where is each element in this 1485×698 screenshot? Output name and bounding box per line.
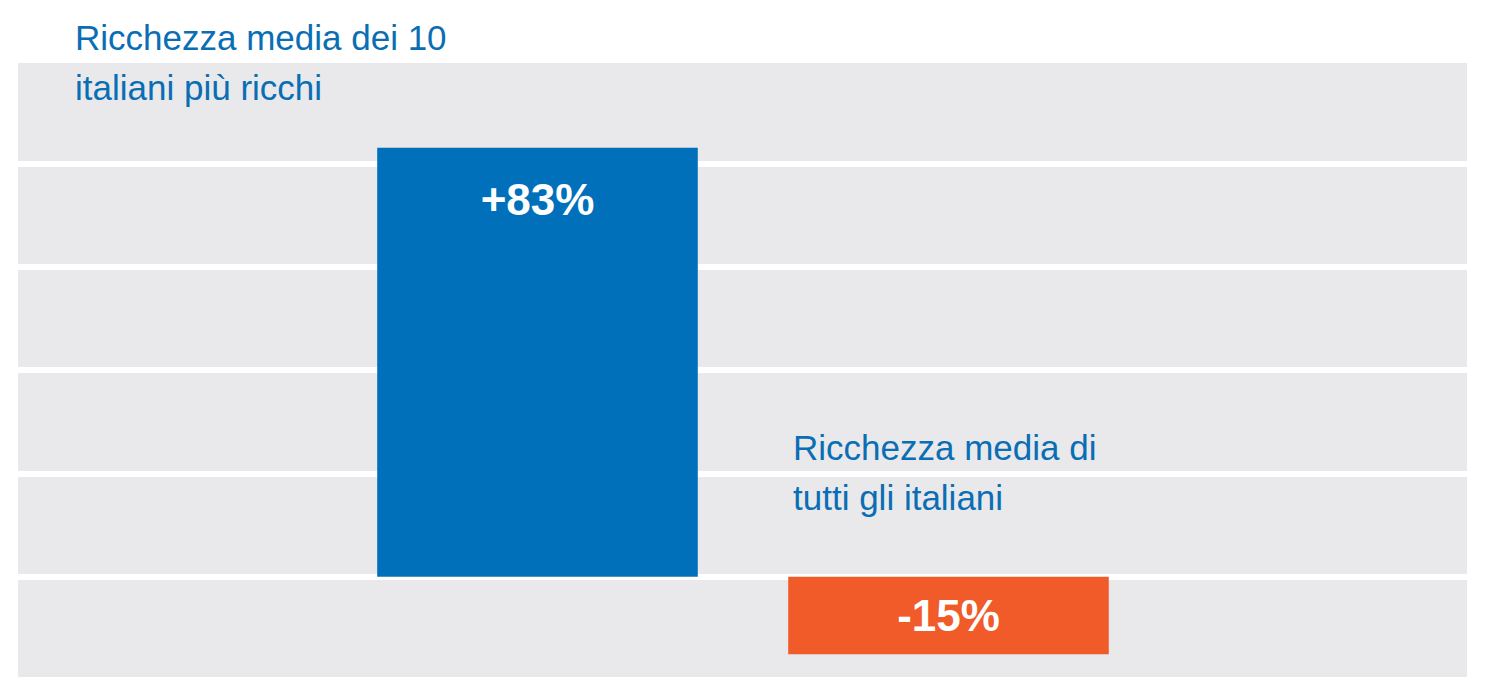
svg-text:tutti gli italiani: tutti gli italiani — [793, 478, 1003, 517]
svg-text:+83%: +83% — [481, 175, 595, 224]
svg-text:Ricchezza media di: Ricchezza media di — [793, 428, 1096, 467]
svg-text:-15%: -15% — [897, 591, 1000, 640]
svg-text:Ricchezza media dei 10: Ricchezza media dei 10 — [75, 18, 447, 57]
svg-text:italiani più ricchi: italiani più ricchi — [75, 68, 322, 107]
